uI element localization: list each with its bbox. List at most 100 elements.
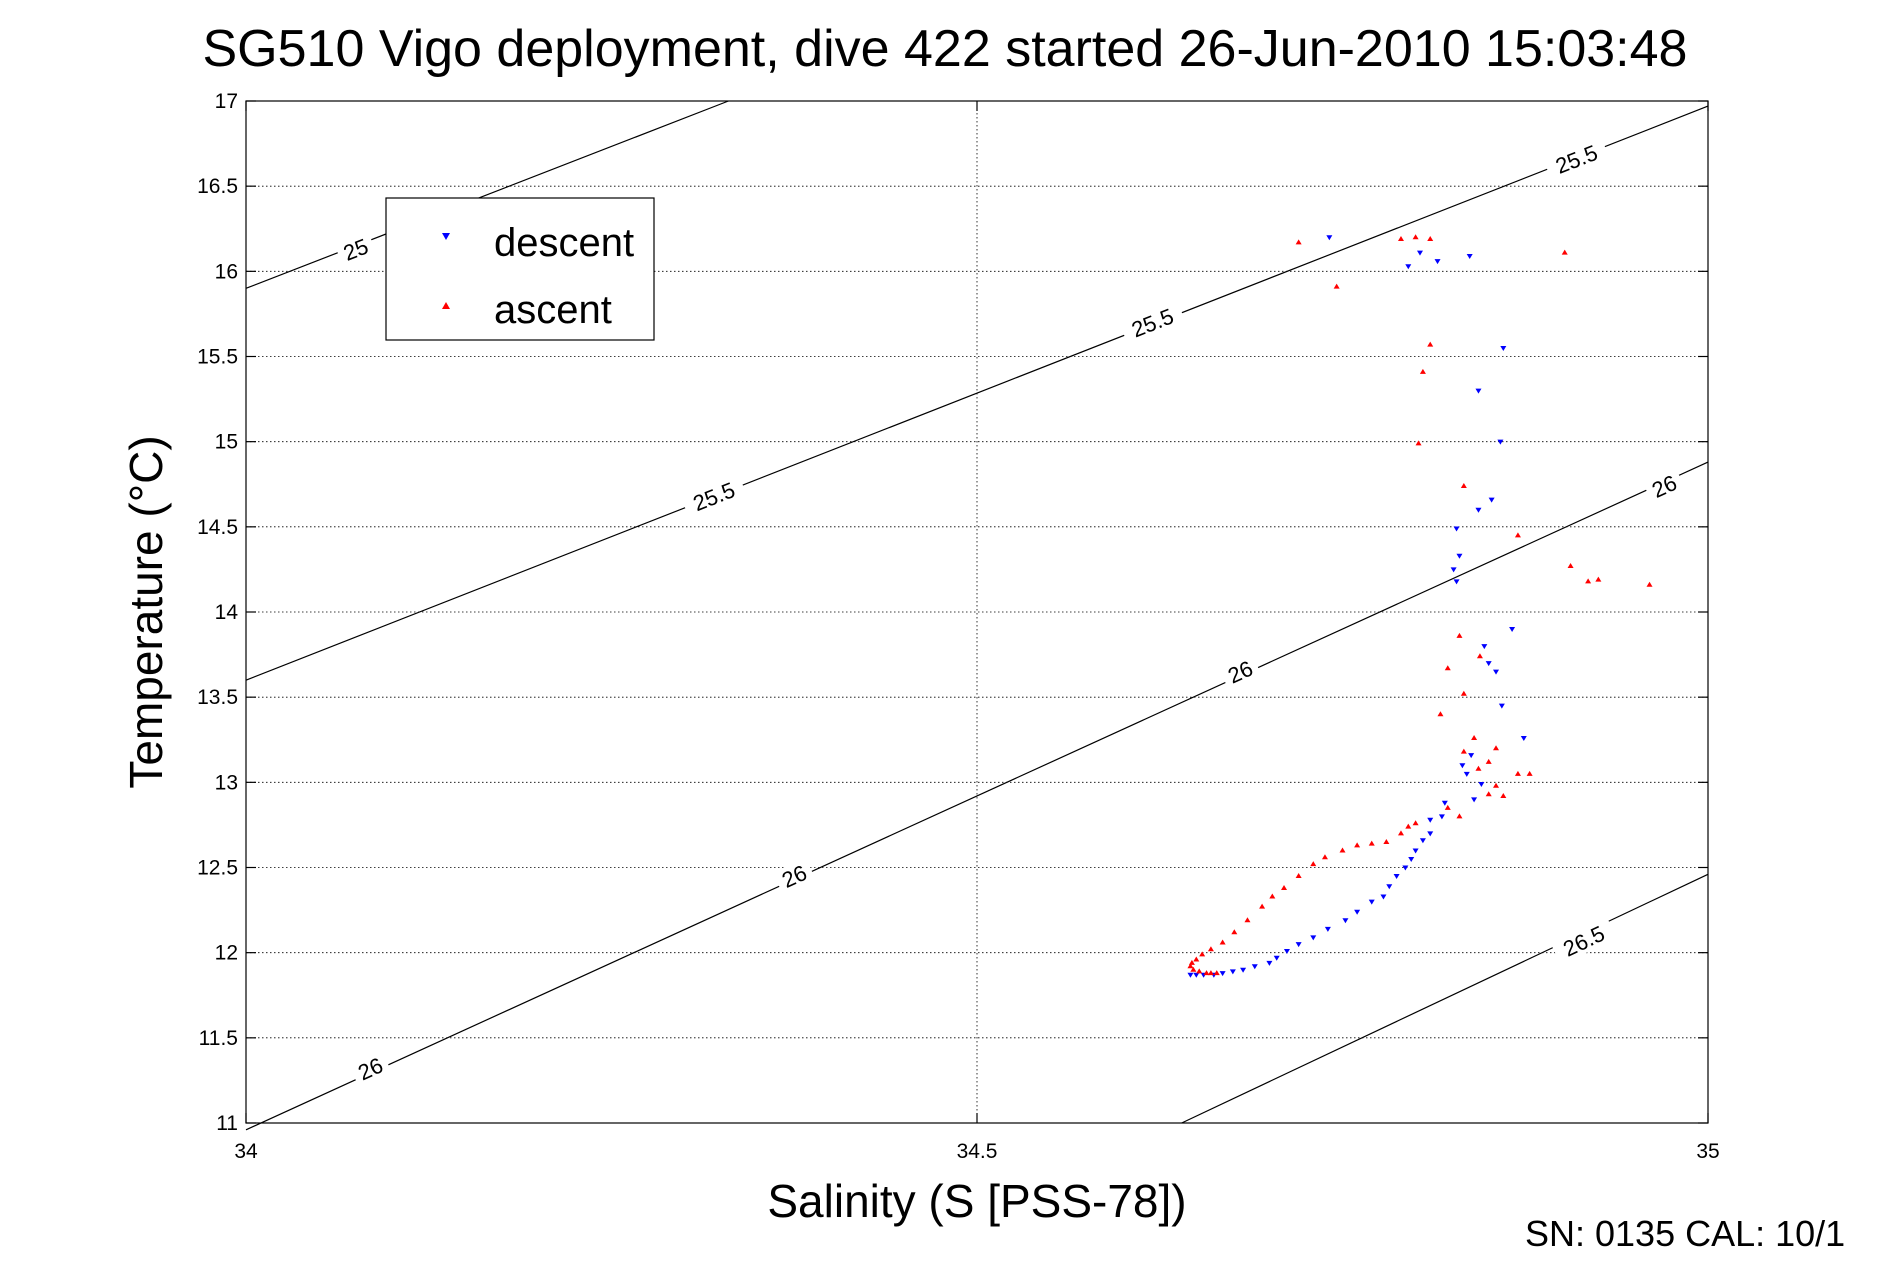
contour-label-gap	[1550, 916, 1617, 965]
ascent-point	[1207, 970, 1214, 976]
descent-point	[1266, 960, 1273, 966]
ascent-point	[1485, 758, 1492, 764]
chart-title: SG510 Vigo deployment, dive 422 started …	[203, 20, 1688, 78]
descent-point	[1450, 567, 1457, 573]
descent-point	[1368, 899, 1375, 905]
ascent-point	[1333, 283, 1340, 289]
ascent-point	[1646, 581, 1653, 587]
descent-point	[1386, 884, 1393, 890]
ascent-point	[1295, 239, 1302, 245]
ascent-point	[1397, 235, 1404, 241]
descent-point	[1342, 918, 1349, 924]
ascent-point	[1419, 368, 1426, 374]
y-tick-label: 16	[215, 260, 238, 283]
ascent-point	[1585, 578, 1592, 584]
ascent-point	[1259, 903, 1266, 909]
descent-point	[1324, 926, 1331, 932]
descent-point	[1463, 771, 1470, 777]
descent-point	[1475, 388, 1482, 394]
descent-point	[1434, 259, 1441, 265]
descent-point	[1456, 553, 1463, 559]
ascent-point	[1193, 956, 1200, 962]
descent-point	[1498, 703, 1505, 709]
ascent-point	[1412, 234, 1419, 240]
ascent-point	[1567, 563, 1574, 569]
descent-point	[1485, 661, 1492, 667]
descent-point	[1402, 865, 1409, 871]
contour-line	[245, 461, 1709, 1131]
ascent-point	[1456, 632, 1463, 638]
ascent-point	[1476, 653, 1483, 659]
descent-point	[1453, 526, 1460, 532]
descent-point	[1187, 972, 1194, 978]
descent-point	[1240, 967, 1247, 973]
y-tick-label: 17	[215, 90, 238, 113]
descent-point	[1273, 955, 1280, 961]
x-tick-label: 35	[1696, 1140, 1719, 1163]
contour-line	[1181, 873, 1709, 1124]
ascent-point	[1437, 711, 1444, 717]
ascent-point	[1219, 939, 1226, 945]
descent-point	[1520, 736, 1527, 742]
descent-point	[1509, 627, 1516, 633]
descent-point	[1416, 250, 1423, 256]
y-tick-label: 14	[215, 601, 239, 624]
descent-point	[1412, 848, 1419, 854]
ascent-point	[1475, 765, 1482, 771]
contour-line	[245, 100, 729, 289]
descent-point	[1438, 814, 1445, 820]
ascent-point	[1456, 813, 1463, 819]
contour-label-gap	[1543, 136, 1610, 182]
ascent-point	[1561, 249, 1568, 255]
ascent-point	[1471, 735, 1478, 741]
ascent-point	[1244, 917, 1251, 923]
ascent-point	[1493, 745, 1500, 751]
ascent-point	[1427, 341, 1434, 347]
ascent-point	[1295, 873, 1302, 879]
ascent-point	[1493, 782, 1500, 788]
legend: descent ascent	[385, 197, 655, 341]
ascent-point	[1231, 929, 1238, 935]
descent-point	[1408, 856, 1415, 862]
descent-point	[1427, 817, 1434, 823]
ascent-point	[1500, 792, 1507, 798]
descent-point	[1471, 797, 1478, 803]
ascent-point	[1187, 963, 1194, 969]
descent-point	[1229, 969, 1236, 975]
descent-point	[1468, 753, 1475, 759]
y-tick-label: 11	[216, 1112, 238, 1135]
ascent-point	[1460, 482, 1467, 488]
ascent-point	[1207, 946, 1214, 952]
ascent-point	[1412, 820, 1419, 826]
legend-label-ascent: ascent	[494, 288, 612, 332]
contour-label-gap	[334, 231, 377, 267]
descent-point	[1295, 942, 1302, 948]
ascent-point	[1397, 830, 1404, 836]
ascent-point	[1213, 970, 1220, 976]
ascent-point	[1339, 847, 1346, 853]
descent-point	[1497, 439, 1504, 445]
ascent-point	[1405, 823, 1412, 829]
y-tick-label: 13	[215, 771, 238, 794]
ascent-point	[1269, 893, 1276, 899]
legend-box	[385, 197, 655, 341]
x-axis-label: Salinity (S [PSS-78])	[767, 1175, 1186, 1227]
x-tick-label: 34.5	[957, 1140, 998, 1163]
ascent-point	[1485, 791, 1492, 797]
ascent-point	[1196, 968, 1203, 974]
y-tick-label: 15.5	[197, 346, 238, 369]
descent-point	[1475, 507, 1482, 513]
ascent-point	[1427, 235, 1434, 241]
descent-point	[1453, 579, 1460, 585]
descent-point	[1405, 264, 1412, 270]
ascent-point	[1444, 804, 1451, 810]
descent-point	[1500, 345, 1507, 351]
y-tick-label: 12.5	[197, 857, 238, 880]
ascent-point	[1514, 770, 1521, 776]
descent-point	[1481, 644, 1488, 650]
ascent-point	[1354, 842, 1361, 848]
descent-point	[1478, 782, 1485, 788]
y-tick-label: 15	[215, 431, 238, 454]
